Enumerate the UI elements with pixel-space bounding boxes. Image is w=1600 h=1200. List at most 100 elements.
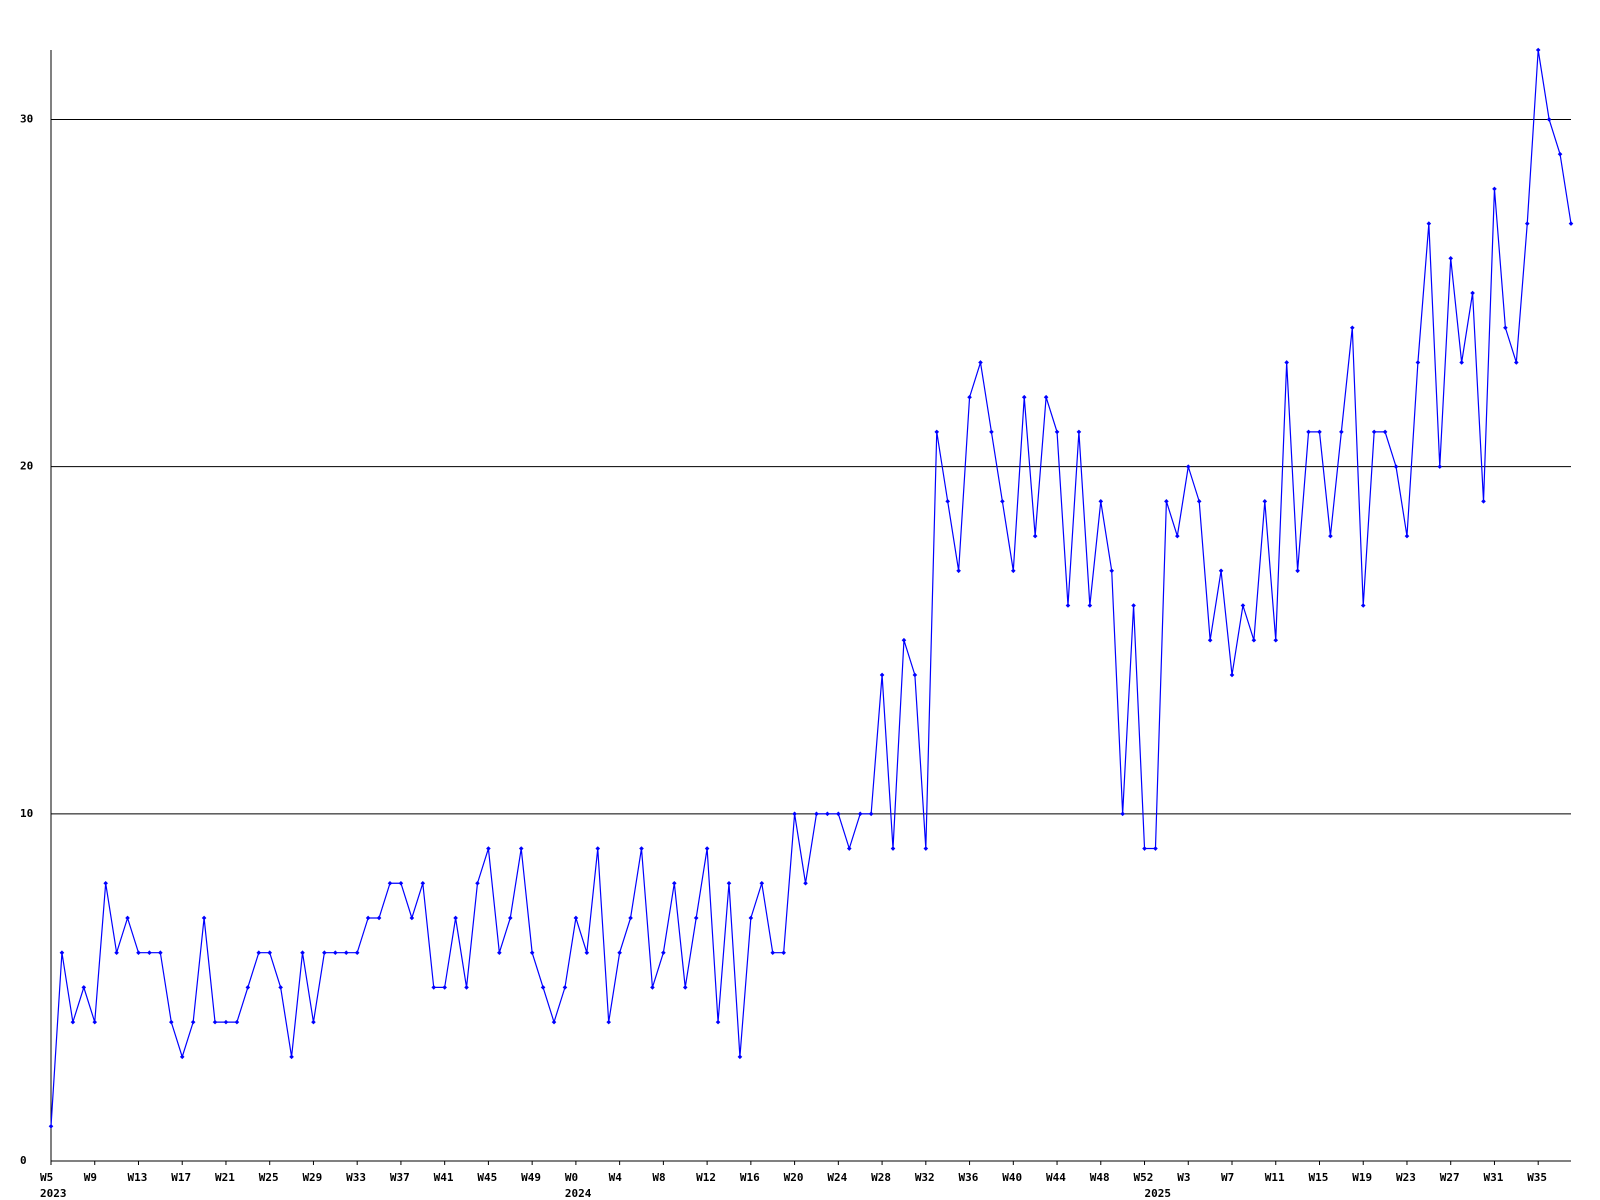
- x-tick-label: W0: [565, 1171, 578, 1184]
- data-point: [179, 1054, 185, 1060]
- data-point: [868, 811, 874, 817]
- data-point: [234, 1019, 240, 1025]
- data-point: [442, 985, 447, 990]
- x-tick-label: W3: [1177, 1171, 1190, 1184]
- data-point: [1120, 811, 1125, 817]
- data-point: [1415, 360, 1421, 365]
- data-point: [857, 811, 863, 817]
- data-point: [190, 1019, 196, 1025]
- data-point: [1284, 360, 1289, 365]
- data-point: [92, 1019, 98, 1025]
- x-tick-label: W7: [1221, 1171, 1234, 1184]
- data-point: [1349, 325, 1355, 331]
- x-tick-label: W33: [346, 1171, 366, 1184]
- data-point: [1098, 499, 1104, 504]
- x-tick-label: W37: [390, 1171, 410, 1184]
- data-point: [168, 1019, 174, 1025]
- x-tick-label: W25: [259, 1171, 279, 1184]
- data-point: [595, 846, 601, 851]
- data-point: [1437, 464, 1443, 469]
- data-point: [1503, 325, 1508, 331]
- data-point: [1470, 290, 1475, 296]
- data-point: [682, 985, 688, 990]
- data-point: [300, 950, 305, 955]
- x-tick-label: W28: [871, 1171, 891, 1184]
- x-tick-label: W5: [40, 1171, 53, 1184]
- data-point: [1229, 672, 1235, 678]
- data-point: [212, 1019, 218, 1025]
- x-tick-label: W40: [1002, 1171, 1022, 1184]
- data-point: [693, 915, 699, 921]
- x-tick-label: W16: [740, 1171, 760, 1184]
- data-point: [726, 880, 732, 886]
- data-point: [715, 1019, 721, 1025]
- data-point: [409, 915, 415, 921]
- data-point: [431, 985, 437, 990]
- data-point: [1240, 603, 1246, 608]
- data-point: [1207, 637, 1213, 643]
- data-point: [1196, 499, 1202, 504]
- data-point: [1295, 568, 1300, 574]
- x-tick-label: W32: [915, 1171, 935, 1184]
- data-point: [1131, 603, 1136, 608]
- data-point: [617, 950, 622, 955]
- data-point: [1032, 533, 1038, 539]
- data-point: [890, 846, 896, 851]
- data-point: [978, 360, 983, 365]
- year-label: 2025: [1144, 1187, 1171, 1200]
- data-point: [672, 880, 677, 886]
- data-point: [967, 394, 972, 400]
- data-point: [1360, 603, 1366, 608]
- data-point: [267, 950, 273, 955]
- data-point: [803, 880, 808, 886]
- x-tick-label: W19: [1352, 1171, 1372, 1184]
- x-tick-label: W23: [1396, 1171, 1416, 1184]
- data-point: [398, 880, 404, 886]
- data-point: [48, 1123, 54, 1129]
- data-point: [661, 950, 666, 955]
- data-point: [1459, 360, 1464, 365]
- data-point: [354, 950, 360, 955]
- data-point: [1382, 429, 1388, 435]
- data-point: [365, 915, 371, 921]
- x-tick-label: W48: [1090, 1171, 1110, 1184]
- data-point: [464, 985, 469, 990]
- data-point: [420, 880, 426, 886]
- data-point: [453, 915, 458, 921]
- y-tick-label: 10: [20, 807, 33, 820]
- data-point: [1339, 429, 1344, 435]
- data-point: [1142, 846, 1147, 851]
- data-point: [628, 915, 633, 921]
- data-point: [825, 811, 830, 817]
- data-point: [836, 811, 841, 817]
- year-label: 2023: [40, 1187, 67, 1200]
- data-point: [1481, 499, 1486, 504]
- data-line: [50, 49, 1572, 1127]
- data-point: [376, 915, 382, 921]
- x-tick-label: W4: [609, 1171, 623, 1184]
- data-point: [1076, 429, 1082, 435]
- x-tick-label: W35: [1527, 1171, 1547, 1184]
- data-point: [1371, 429, 1377, 435]
- x-tick-label: W27: [1440, 1171, 1460, 1184]
- data-point: [912, 672, 918, 678]
- x-tick-label: W49: [521, 1171, 541, 1184]
- data-point: [387, 880, 393, 886]
- data-point: [584, 950, 590, 955]
- data-point: [737, 1054, 743, 1060]
- data-point: [1000, 499, 1005, 504]
- data-point: [114, 950, 119, 955]
- data-point: [1273, 637, 1279, 643]
- data-point: [1043, 394, 1049, 400]
- data-point: [1218, 568, 1224, 574]
- data-point: [1393, 464, 1399, 469]
- data-point: [278, 985, 283, 990]
- data-point: [551, 1019, 557, 1025]
- data-point: [1535, 47, 1541, 53]
- x-tick-label: W12: [696, 1171, 716, 1184]
- data-point: [1317, 429, 1322, 435]
- data-point: [879, 672, 885, 678]
- data-point: [759, 880, 765, 886]
- data-point: [147, 950, 152, 955]
